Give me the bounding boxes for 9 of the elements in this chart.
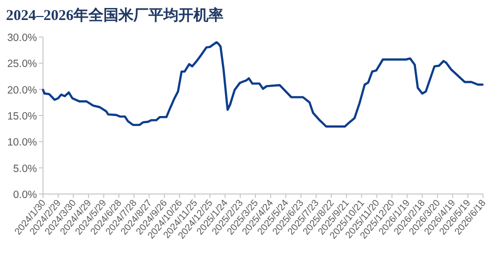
y-tick-label: 15.0%	[7, 110, 37, 122]
y-tick-label: 0.0%	[13, 189, 37, 201]
y-tick-label: 10.0%	[7, 136, 37, 149]
chart-title: 2024–2026年全国米厂平均开机率	[6, 6, 224, 24]
y-tick-label: 30.0%	[7, 32, 37, 44]
y-tick-label: 25.0%	[7, 58, 37, 70]
line-series	[42, 41, 484, 128]
y-tick-label: 20.0%	[7, 84, 37, 96]
y-tick-label: 5.0%	[13, 162, 37, 175]
